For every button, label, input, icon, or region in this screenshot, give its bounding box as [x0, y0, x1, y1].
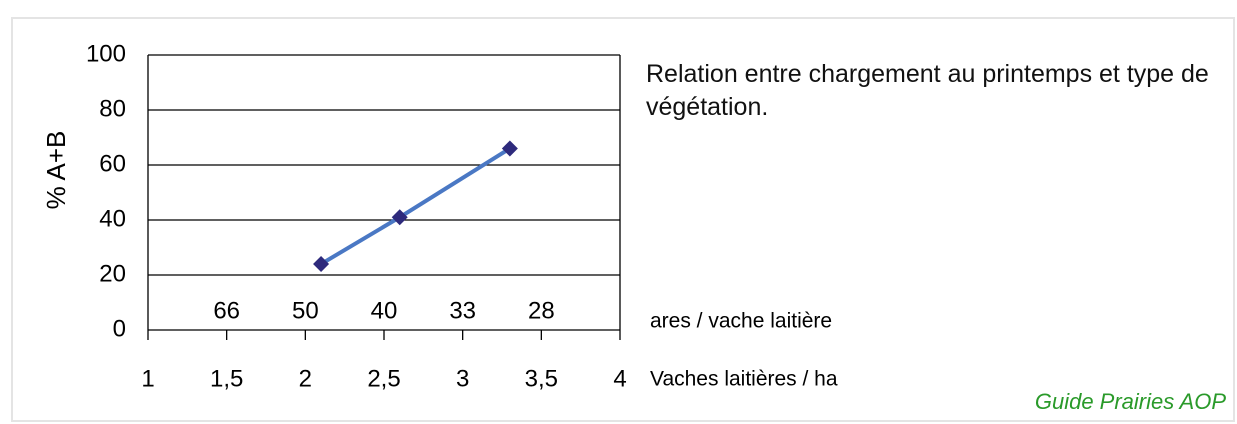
y-tick-label: 60 [99, 150, 126, 177]
y-tick-label: 40 [99, 205, 126, 232]
frame [11, 17, 1235, 422]
chart-title: Relation entre chargement au printemps e… [646, 60, 1209, 121]
x-tick-label: 1,5 [210, 365, 243, 392]
point-marker [313, 256, 330, 272]
x-tick-label: 3,5 [525, 365, 558, 392]
point-marker [501, 140, 518, 157]
x-axis-label: Vaches laitières / ha [650, 368, 838, 391]
x2-tick-label: 33 [449, 297, 476, 324]
x-tick-label: 4 [613, 365, 626, 392]
x2-tick-label: 50 [292, 297, 319, 324]
y-axis-label: % A+B [41, 131, 71, 210]
series-line [320, 146, 511, 266]
x2-axis-label: ares / vache laitière [650, 310, 832, 333]
point-marker [391, 209, 408, 226]
y-tick-label: 80 [99, 95, 126, 122]
x-tick-label: 2 [299, 365, 312, 392]
y-tick-label: 20 [99, 260, 126, 287]
x-tick-label: 1 [141, 365, 154, 392]
x-tick-label: 3 [456, 365, 469, 392]
source: Guide Prairies AOP [1035, 389, 1226, 414]
x2-tick-label: 66 [213, 297, 240, 324]
x2-tick-label: 28 [528, 297, 555, 324]
y-tick-label: 0 [113, 315, 126, 342]
y-tick-label: 100 [86, 40, 126, 67]
x2-tick-label: 40 [371, 297, 398, 324]
x-tick-label: 2,5 [367, 365, 400, 392]
